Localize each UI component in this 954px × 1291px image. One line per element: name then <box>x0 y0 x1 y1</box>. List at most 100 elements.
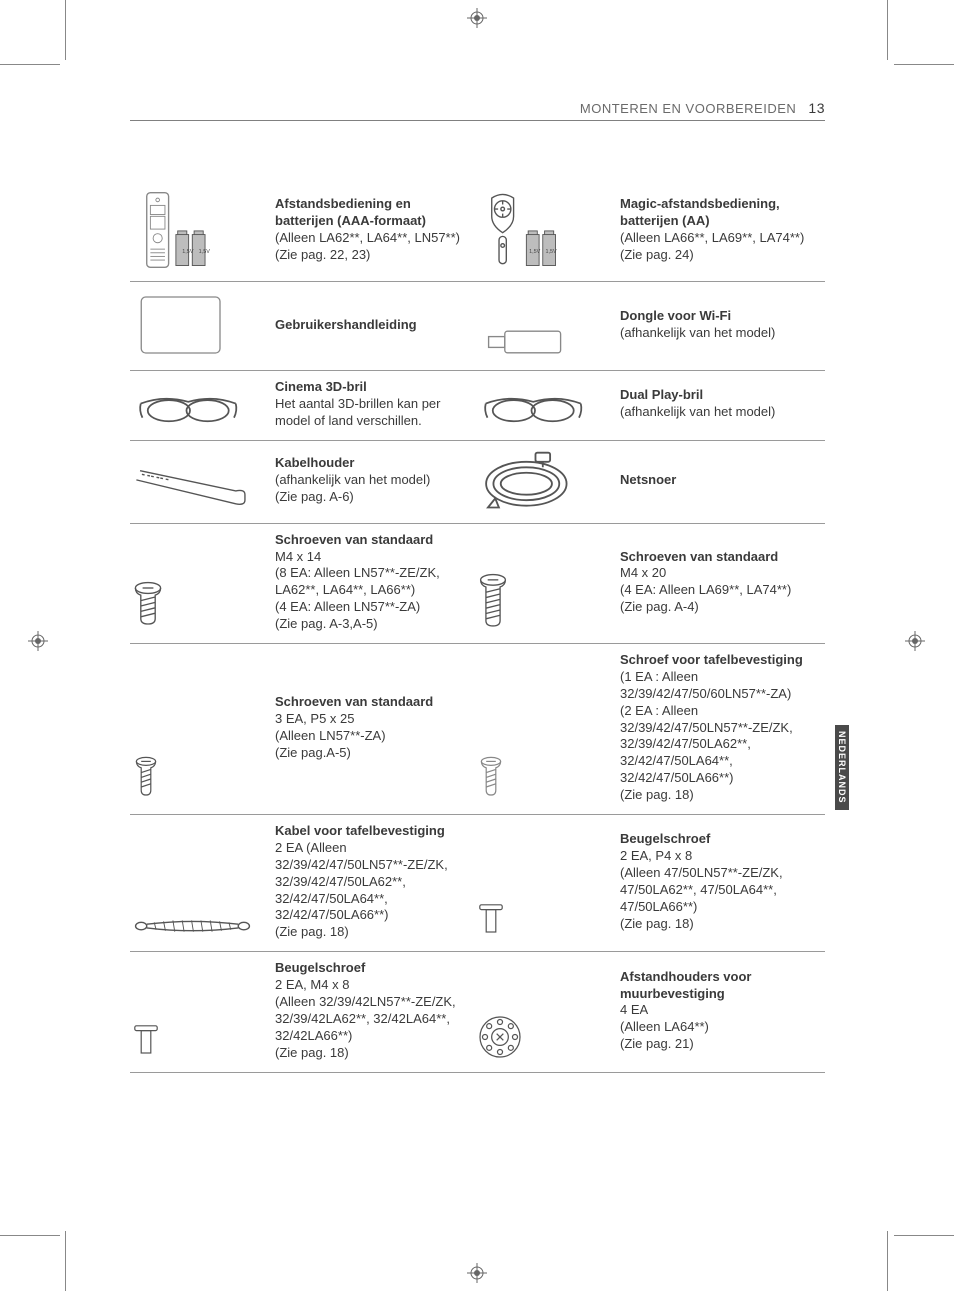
registration-mark-icon <box>905 631 925 651</box>
item-icon-cell <box>475 524 620 643</box>
svg-text:1,5V: 1,5V <box>182 249 194 255</box>
item-text-cell: Schroeven van standaardM4 x 20(4 EA: All… <box>620 524 825 643</box>
item-desc: (Zie pag. A-3,A-5) <box>275 616 378 633</box>
registration-mark-icon <box>28 631 48 651</box>
screw-icon <box>475 571 511 633</box>
crop-mark <box>887 0 888 60</box>
remote-aaa-icon: 1,5V 1,5V <box>130 189 240 271</box>
desk-cable-icon <box>130 913 255 941</box>
item-desc: (Zie pag. 18) <box>620 916 694 933</box>
item-title: Cinema 3D-bril <box>275 379 367 396</box>
item-desc: (Alleen LA62**, LA64**, LN57**) <box>275 230 460 247</box>
item-text-cell: Beugelschroef2 EA, M4 x 8(Alleen 32/39/4… <box>275 952 475 1071</box>
item-desc: 2 EA (Alleen 32/39/42/47/50LN57**-ZE/ZK,… <box>275 840 469 924</box>
registration-mark-icon <box>467 8 487 28</box>
item-desc: 2 EA, P4 x 8 <box>620 848 692 865</box>
screw-icon <box>130 754 162 804</box>
crop-mark <box>894 64 954 65</box>
item-icon-cell <box>475 644 620 814</box>
crop-mark <box>65 1231 66 1291</box>
item-desc: (4 EA: Alleen LN57**-ZA) <box>275 599 420 616</box>
item-icon-cell: 1,5V 1,5V <box>475 181 620 281</box>
dongle-icon <box>475 324 585 360</box>
item-desc: (8 EA: Alleen LN57**-ZE/ZK, LA62**, LA64… <box>275 565 469 599</box>
item-desc: (Zie pag. 18) <box>275 1045 349 1062</box>
accessory-row: 1,5V 1,5V Afstandsbediening en batterije… <box>130 181 825 282</box>
item-desc: (Zie pag. 18) <box>620 787 694 804</box>
section-title: MONTEREN EN VOORBEREIDEN <box>580 101 796 116</box>
item-desc: (Zie pag. 24) <box>620 247 694 264</box>
item-title: Dongle voor Wi-Fi <box>620 308 731 325</box>
glasses-dual-icon <box>475 386 595 430</box>
item-desc: (Zie pag. 18) <box>275 924 349 941</box>
item-icon-cell <box>130 282 275 370</box>
item-text-cell: Dual Play-bril(afhankelijk van het model… <box>620 371 825 440</box>
bracket-screw-icon <box>475 899 507 941</box>
item-text-cell: Gebruikershandleiding <box>275 282 475 370</box>
item-title: Schroeven van standaard <box>275 532 433 549</box>
item-icon-cell <box>130 644 275 814</box>
item-desc: (Alleen LA64**) <box>620 1019 709 1036</box>
item-text-cell: Kabel voor tafelbevestiging2 EA (Alleen … <box>275 815 475 951</box>
item-icon-cell <box>475 371 620 440</box>
item-icon-cell <box>475 282 620 370</box>
item-desc: (Alleen LA66**, LA69**, LA74**) <box>620 230 804 247</box>
item-icon-cell <box>130 815 275 951</box>
screw-icon <box>130 579 166 633</box>
power-cord-icon <box>475 449 585 513</box>
crop-mark <box>894 1235 954 1236</box>
item-title: Schroeven van standaard <box>620 549 778 566</box>
item-desc: (Zie pag. A-6) <box>275 489 354 506</box>
wall-spacer-icon <box>475 1012 525 1062</box>
screw-icon <box>475 754 507 804</box>
item-desc: (Alleen 47/50LN57**-ZE/ZK, 47/50LA62**, … <box>620 865 819 916</box>
item-desc: (Zie pag.A-5) <box>275 745 351 762</box>
accessory-row: Gebruikershandleiding Dongle voor Wi-Fi(… <box>130 282 825 371</box>
item-text-cell: Schroeven van standaardM4 x 14(8 EA: All… <box>275 524 475 643</box>
accessory-row: Kabel voor tafelbevestiging2 EA (Alleen … <box>130 815 825 952</box>
item-title: Netsnoer <box>620 472 676 489</box>
glasses-3d-icon <box>130 386 250 430</box>
crop-mark <box>887 1231 888 1291</box>
item-desc: 2 EA, M4 x 8 <box>275 977 349 994</box>
item-desc: (afhankelijk van het model) <box>620 404 775 421</box>
item-desc: 3 EA, P5 x 25 <box>275 711 355 728</box>
item-title: Schroef voor tafelbevestiging <box>620 652 803 669</box>
item-text-cell: Beugelschroef2 EA, P4 x 8(Alleen 47/50LN… <box>620 815 825 951</box>
item-title: Kabel voor tafelbevestiging <box>275 823 445 840</box>
item-text-cell: Schroeven van standaard3 EA, P5 x 25(All… <box>275 644 475 814</box>
item-title: Afstandsbediening en batterijen (AAA-for… <box>275 196 469 230</box>
item-icon-cell <box>130 952 275 1071</box>
crop-mark <box>65 0 66 60</box>
item-desc: M4 x 20 <box>620 565 666 582</box>
item-desc: (afhankelijk van het model) <box>275 472 430 489</box>
item-text-cell: Netsnoer <box>620 441 825 523</box>
item-desc: M4 x 14 <box>275 549 321 566</box>
page-content: MONTEREN EN VOORBEREIDEN 13 1,5V 1,5V Af… <box>130 100 825 1073</box>
accessory-row: Beugelschroef2 EA, M4 x 8(Alleen 32/39/4… <box>130 952 825 1072</box>
accessory-row: Schroeven van standaard3 EA, P5 x 25(All… <box>130 644 825 815</box>
item-text-cell: Magic-afstandsbediening, batterijen (AA)… <box>620 181 825 281</box>
item-title: Magic-afstandsbediening, batterijen (AA) <box>620 196 819 230</box>
item-desc: (afhankelijk van het model) <box>620 325 775 342</box>
cable-holder-icon <box>130 467 255 513</box>
svg-text:1,5V: 1,5V <box>529 249 541 255</box>
item-icon-cell <box>130 371 275 440</box>
item-icon-cell: 1,5V 1,5V <box>130 181 275 281</box>
svg-text:1,5V: 1,5V <box>545 249 557 255</box>
item-icon-cell <box>475 441 620 523</box>
item-desc: (1 EA : Alleen 32/39/42/47/50/60LN57**-Z… <box>620 669 819 703</box>
item-desc: (Zie pag. 22, 23) <box>275 247 370 264</box>
item-desc: (Alleen 32/39/42LN57**-ZE/ZK, 32/39/42LA… <box>275 994 469 1045</box>
item-title: Beugelschroef <box>620 831 710 848</box>
item-text-cell: Schroef voor tafelbevestiging(1 EA : All… <box>620 644 825 814</box>
item-text-cell: Dongle voor Wi-Fi(afhankelijk van het mo… <box>620 282 825 370</box>
page-header: MONTEREN EN VOORBEREIDEN 13 <box>130 100 825 121</box>
accessory-row: Cinema 3D-brilHet aantal 3D-brillen kan … <box>130 371 825 441</box>
item-desc: 4 EA <box>620 1002 648 1019</box>
bracket-screw-icon <box>130 1020 162 1062</box>
item-title: Kabelhouder <box>275 455 354 472</box>
item-desc: (Zie pag. A-4) <box>620 599 699 616</box>
item-icon-cell <box>130 441 275 523</box>
item-title: Beugelschroef <box>275 960 365 977</box>
